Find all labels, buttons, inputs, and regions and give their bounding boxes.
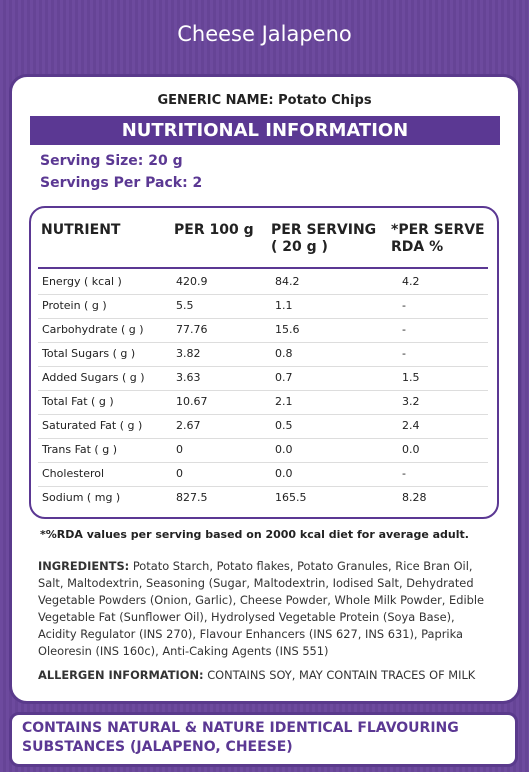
table-cell: 2.4 <box>402 419 420 432</box>
footnote: *%RDA values per serving based on 2000 k… <box>40 528 469 541</box>
table-cell: - <box>402 347 406 360</box>
row-rule <box>38 342 488 343</box>
table-cell: - <box>402 299 406 312</box>
row-rule <box>38 462 488 463</box>
product-title: Cheese Jalapeno <box>177 22 352 46</box>
table-cell: Carbohydrate ( g ) <box>42 323 144 336</box>
allergen-text: CONTAINS SOY, MAY CONTAIN TRACES OF MILK <box>207 668 476 682</box>
row-rule <box>38 414 488 415</box>
flavour-box: CONTAINS NATURAL & NATURE IDENTICAL FLAV… <box>9 712 518 767</box>
table-cell: 0.5 <box>275 419 293 432</box>
section-title: NUTRITIONAL INFORMATION <box>30 116 500 145</box>
row-rule <box>38 318 488 319</box>
table-cell: 4.2 <box>402 275 420 288</box>
table-cell: 0.8 <box>275 347 293 360</box>
header-rule <box>38 267 488 269</box>
table-cell: 827.5 <box>176 491 208 504</box>
ingredients-label: INGREDIENTS: <box>38 559 130 573</box>
table-cell: 0.7 <box>275 371 293 384</box>
table-cell: 165.5 <box>275 491 307 504</box>
table-cell: 10.67 <box>176 395 208 408</box>
table-cell: 77.76 <box>176 323 208 336</box>
column-header: PER SERVING <box>271 222 377 238</box>
servings-per-pack: Servings Per Pack: 2 <box>40 175 203 191</box>
table-cell: Energy ( kcal ) <box>42 275 122 288</box>
row-rule <box>38 486 488 487</box>
table-cell: Total Fat ( g ) <box>42 395 114 408</box>
table-cell: 3.2 <box>402 395 420 408</box>
column-header: RDA % <box>391 239 444 255</box>
table-cell: 1.1 <box>275 299 293 312</box>
table-cell: 0.0 <box>402 443 420 456</box>
table-cell: 0 <box>176 443 183 456</box>
table-cell: Sodium ( mg ) <box>42 491 121 504</box>
table-cell: - <box>402 323 406 336</box>
column-header: PER 100 g <box>174 222 254 238</box>
table-cell: 3.63 <box>176 371 201 384</box>
column-header: ( 20 g ) <box>271 239 328 255</box>
table-cell: 5.5 <box>176 299 194 312</box>
table-cell: - <box>402 467 406 480</box>
table-cell: 8.28 <box>402 491 427 504</box>
label-card <box>9 74 521 704</box>
flavour-note: CONTAINS NATURAL & NATURE IDENTICAL FLAV… <box>22 720 459 755</box>
serving-size: Serving Size: 20 g <box>40 153 183 169</box>
table-cell: Total Sugars ( g ) <box>42 347 136 360</box>
ingredients: INGREDIENTS: Potato Starch, Potato flake… <box>38 558 490 660</box>
row-rule <box>38 390 488 391</box>
allergen: ALLERGEN INFORMATION: CONTAINS SOY, MAY … <box>38 668 475 682</box>
table-cell: 1.5 <box>402 371 420 384</box>
generic-name: GENERIC NAME: Potato Chips <box>157 93 372 108</box>
column-header: *PER SERVE <box>391 222 485 238</box>
table-cell: 0.0 <box>275 467 293 480</box>
table-cell: 0 <box>176 467 183 480</box>
table-cell: 2.1 <box>275 395 293 408</box>
ingredients-text: Potato Starch, Potato flakes, Potato Gra… <box>38 559 485 658</box>
allergen-label: ALLERGEN INFORMATION: <box>38 668 204 682</box>
table-cell: 2.67 <box>176 419 201 432</box>
nutrition-table <box>29 206 499 519</box>
table-cell: Added Sugars ( g ) <box>42 371 145 384</box>
row-rule <box>38 294 488 295</box>
table-cell: 0.0 <box>275 443 293 456</box>
table-cell: 84.2 <box>275 275 300 288</box>
row-rule <box>38 366 488 367</box>
table-cell: 3.82 <box>176 347 201 360</box>
table-cell: 420.9 <box>176 275 208 288</box>
table-cell: Cholesterol <box>42 467 105 480</box>
table-cell: 15.6 <box>275 323 300 336</box>
row-rule <box>38 438 488 439</box>
table-cell: Trans Fat ( g ) <box>42 443 117 456</box>
table-cell: Protein ( g ) <box>42 299 107 312</box>
column-header: NUTRIENT <box>41 222 121 238</box>
table-cell: Saturated Fat ( g ) <box>42 419 143 432</box>
